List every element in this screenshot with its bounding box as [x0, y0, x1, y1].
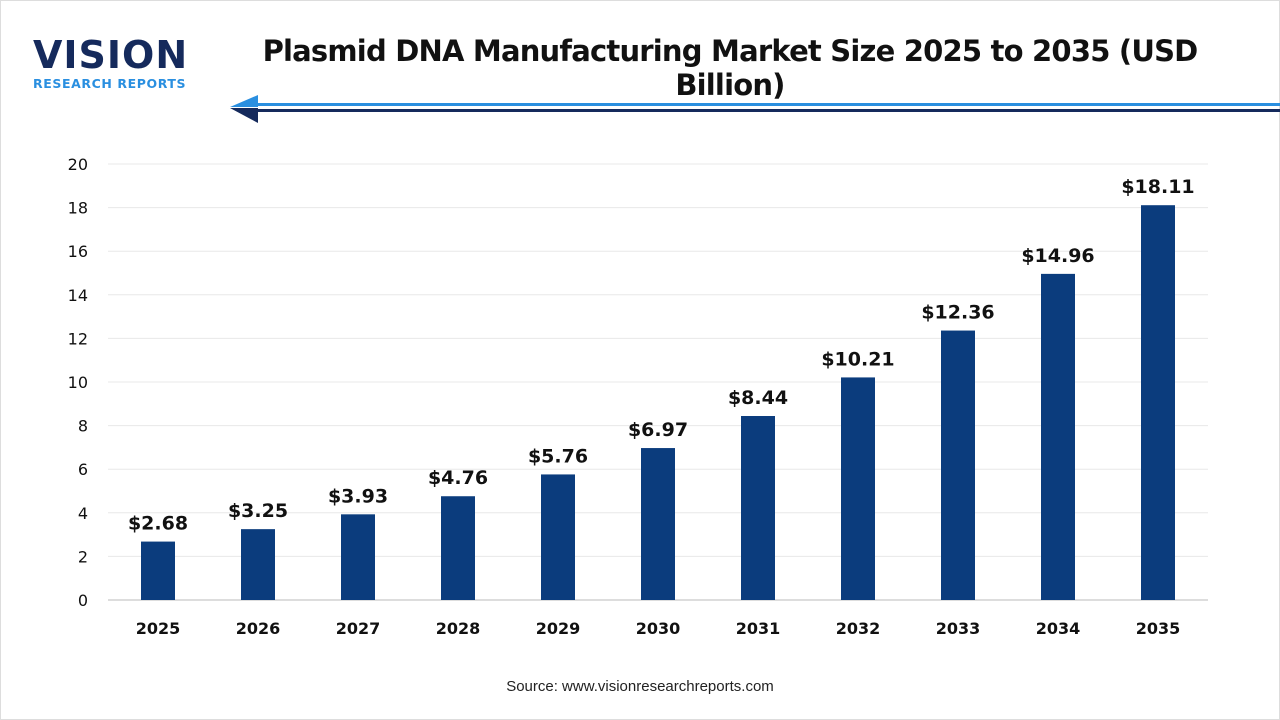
bar-2030	[641, 448, 675, 600]
y-tick-label: 12	[68, 329, 88, 348]
x-tick-label: 2035	[1136, 619, 1181, 638]
header-arrow	[230, 95, 1280, 123]
y-tick-label: 10	[68, 373, 88, 392]
y-tick-label: 0	[78, 591, 88, 610]
x-tick-label: 2028	[436, 619, 481, 638]
x-tick-label: 2029	[536, 619, 581, 638]
data-label: $14.96	[1021, 245, 1094, 267]
data-label: $3.93	[328, 485, 388, 507]
logo-main-text: VISION	[33, 33, 189, 77]
data-label: $2.68	[128, 513, 188, 535]
data-label: $6.97	[628, 419, 688, 441]
logo-sub-text: RESEARCH REPORTS	[33, 76, 187, 91]
data-label: $4.76	[428, 467, 488, 489]
y-tick-label: 2	[78, 547, 88, 566]
bar-2035	[1141, 205, 1175, 600]
x-tick-label: 2033	[936, 619, 981, 638]
bar-2032	[841, 377, 875, 600]
bar-2033	[941, 330, 975, 600]
logo: VISION RESEARCH REPORTS	[33, 36, 188, 91]
data-label: $18.11	[1121, 176, 1194, 198]
data-label: $10.21	[821, 348, 894, 370]
data-label: $8.44	[728, 387, 788, 409]
x-tick-label: 2030	[636, 619, 681, 638]
y-tick-label: 8	[78, 417, 88, 436]
source-note: Source: www.visionresearchreports.com	[506, 678, 774, 695]
data-label: $12.36	[921, 302, 994, 324]
bar-2028	[441, 496, 475, 600]
data-label: $3.25	[228, 500, 288, 522]
bar-2025	[141, 541, 175, 600]
x-tick-label: 2034	[1036, 619, 1081, 638]
y-tick-label: 16	[68, 242, 88, 261]
bar-2029	[541, 474, 575, 600]
x-tick-label: 2027	[336, 619, 381, 638]
data-label: $5.76	[528, 445, 588, 467]
y-tick-label: 6	[78, 460, 88, 479]
y-tick-label: 18	[68, 199, 88, 218]
x-tick-label: 2026	[236, 619, 281, 638]
y-tick-label: 20	[68, 155, 88, 174]
x-tick-label: 2032	[836, 619, 881, 638]
chart-title: Plasmid DNA Manufacturing Market Size 20…	[262, 34, 1199, 102]
bar-2027	[341, 514, 375, 600]
x-tick-label: 2025	[136, 619, 181, 638]
y-tick-label: 4	[78, 504, 88, 523]
bar-2031	[741, 416, 775, 600]
x-tick-label: 2031	[736, 619, 781, 638]
y-tick-label: 14	[68, 286, 88, 305]
bar-2034	[1041, 273, 1075, 600]
bar-2026	[241, 529, 275, 600]
